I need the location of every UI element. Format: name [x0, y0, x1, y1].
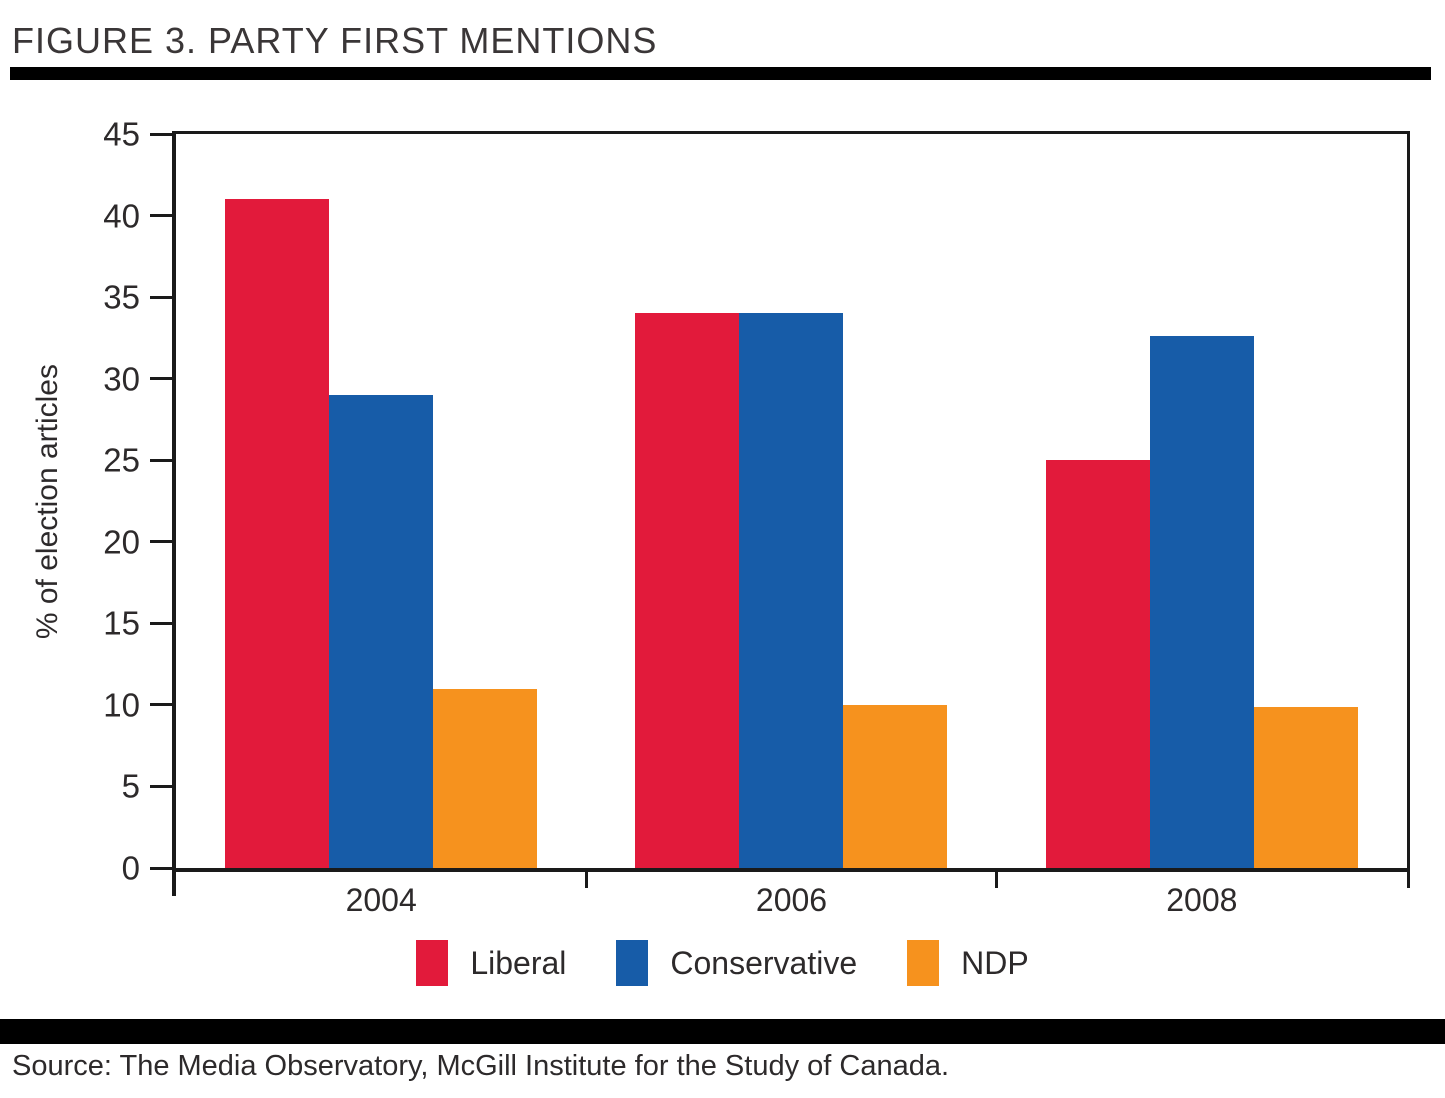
legend-item-liberal: Liberal	[416, 940, 566, 986]
bar-liberal-2006	[635, 313, 740, 868]
figure-title: FIGURE 3. PARTY FIRST MENTIONS	[12, 20, 658, 61]
y-tick-25	[150, 458, 172, 462]
legend: Liberal Conservative NDP	[0, 940, 1445, 986]
y-tick-20	[150, 540, 172, 544]
source-note: Source: The Media Observatory, McGill In…	[12, 1050, 950, 1082]
x-label-2008: 2008	[1166, 882, 1238, 918]
y-tick-label-20: 20	[103, 523, 140, 561]
y-tick-45	[150, 132, 172, 136]
legend-label-ndp: NDP	[961, 944, 1029, 981]
y-tick-10	[150, 703, 172, 707]
bar-conservative-2008	[1149, 336, 1254, 868]
bar-ndp-2004	[433, 688, 538, 868]
legend-swatch-liberal	[416, 940, 449, 986]
legend-item-conservative: Conservative	[616, 940, 857, 986]
right-frame-overshoot	[1407, 868, 1410, 888]
y-axis-overshoot	[172, 872, 176, 896]
legend-label-conservative: Conservative	[670, 944, 858, 981]
group-separator-tick	[995, 868, 999, 888]
bar-ndp-2006	[843, 704, 948, 868]
y-tick-label-25: 25	[103, 441, 140, 479]
bar-liberal-2004	[225, 199, 330, 868]
y-tick-label-45: 45	[103, 115, 140, 153]
y-tick-label-40: 40	[103, 197, 140, 235]
title-rule	[10, 67, 1431, 80]
y-tick-label-30: 30	[103, 360, 140, 398]
bar-conservative-2004	[329, 394, 434, 868]
legend-swatch-ndp	[907, 940, 940, 986]
y-tick-35	[150, 295, 172, 299]
y-tick-5	[150, 784, 172, 788]
y-tick-30	[150, 377, 172, 381]
y-axis-title: % of election articles	[31, 363, 64, 640]
legend-label-liberal: Liberal	[470, 944, 567, 981]
y-tick-0	[150, 866, 172, 870]
group-separator-tick	[584, 868, 588, 888]
legend-item-ndp: NDP	[907, 940, 1029, 986]
x-label-2006: 2006	[755, 882, 828, 918]
y-tick-label-0: 0	[121, 849, 140, 887]
bar-group-2004	[176, 199, 586, 868]
legend-swatch-conservative	[616, 940, 649, 986]
y-tick-40	[150, 214, 172, 218]
y-tick-label-35: 35	[103, 278, 140, 316]
bar-group-2008	[997, 336, 1407, 868]
footer-rule	[0, 1019, 1445, 1044]
y-tick-label-15: 15	[103, 604, 140, 642]
chart-plot-area: 0 5 10 15 20 25 30 35 40 45 2004 2006 2008	[103, 118, 1410, 918]
y-tick-15	[150, 621, 172, 625]
bar-conservative-2006	[739, 313, 844, 868]
bar-group-2006	[586, 313, 996, 868]
bar-liberal-2008	[1045, 460, 1150, 868]
x-label-2004: 2004	[345, 882, 417, 918]
y-tick-label-5: 5	[121, 767, 140, 805]
bar-ndp-2008	[1253, 706, 1358, 868]
y-axis-title-box: % of election articles	[26, 131, 70, 872]
y-tick-label-10: 10	[103, 686, 140, 724]
